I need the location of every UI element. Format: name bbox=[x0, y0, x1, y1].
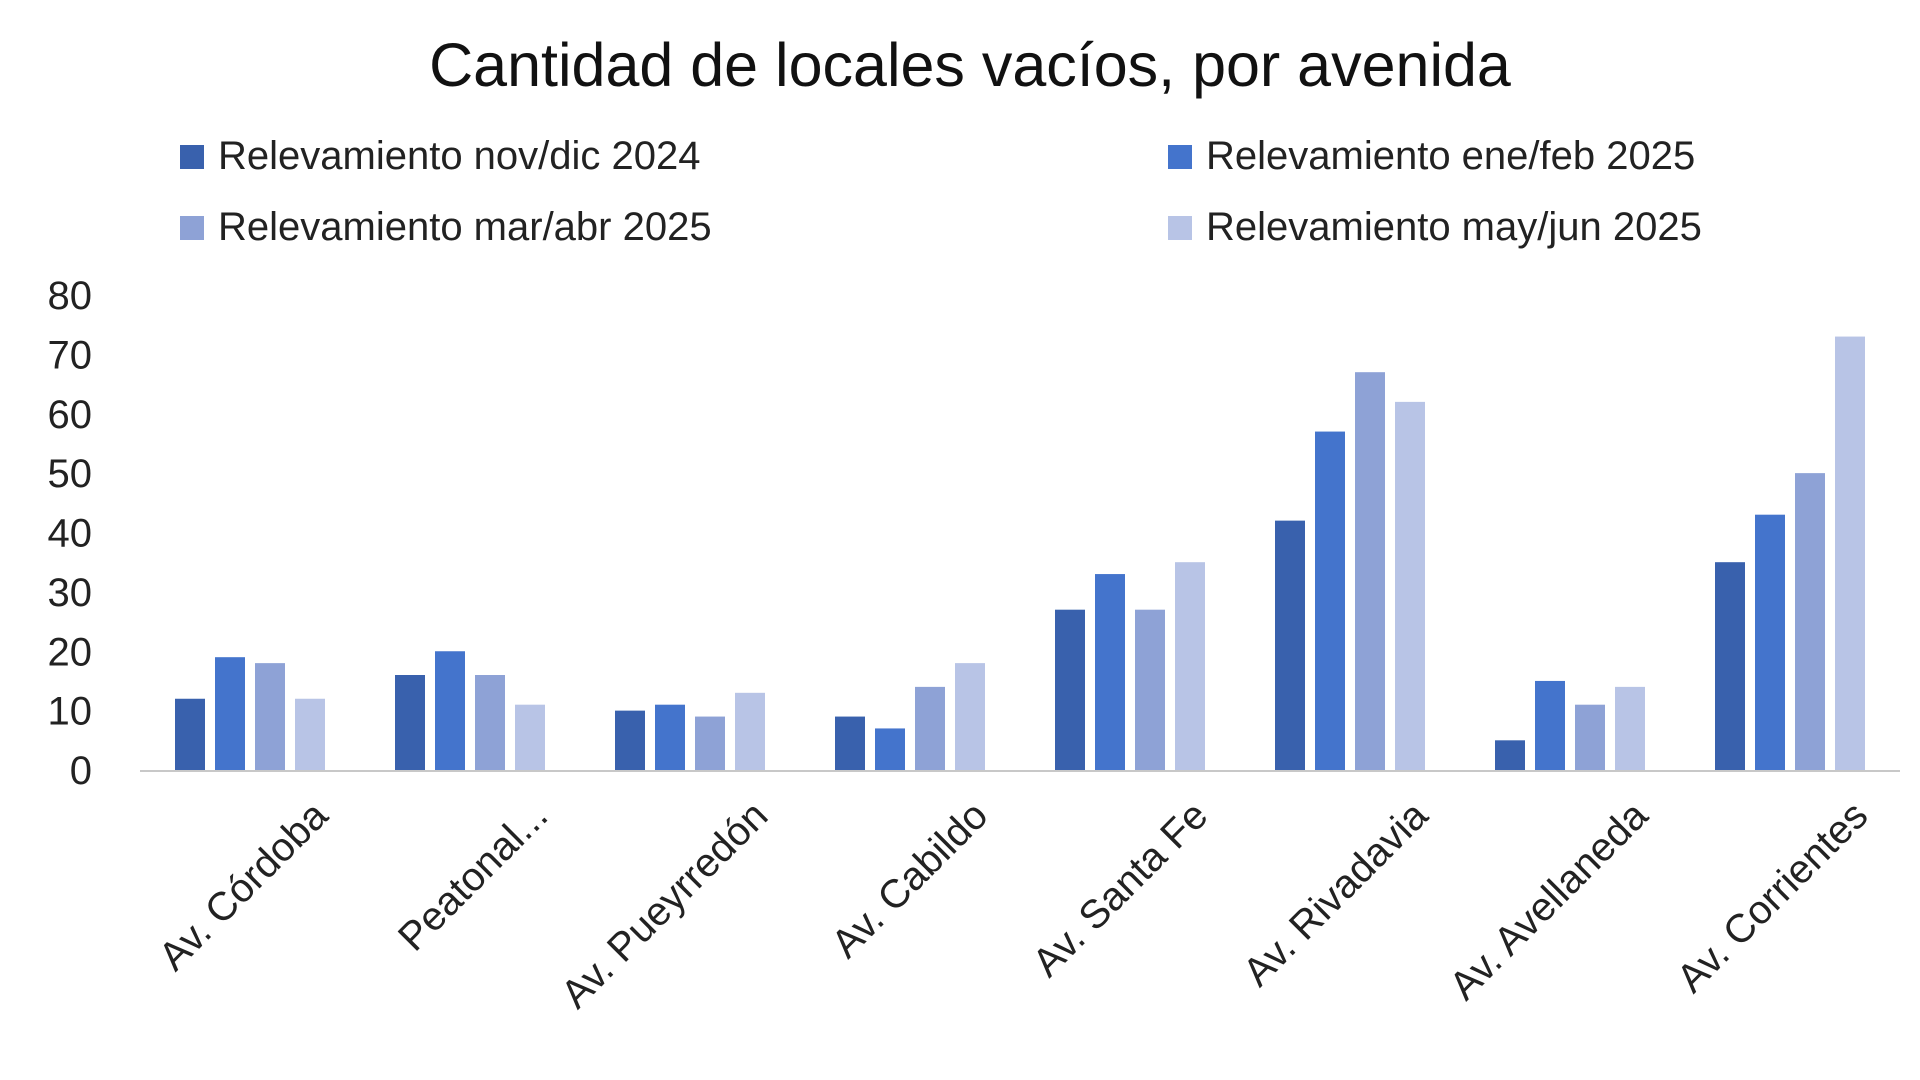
bar-4-3 bbox=[735, 692, 765, 770]
bar-4-8 bbox=[1835, 336, 1865, 770]
y-tick-label: 10 bbox=[48, 690, 93, 734]
y-tick-label: 20 bbox=[48, 630, 93, 674]
bar-1-6 bbox=[1275, 520, 1305, 770]
bar-1-1 bbox=[175, 698, 205, 770]
legend: Relevamiento nov/dic 2024 Relevamiento en… bbox=[180, 134, 1702, 249]
bar-1-8 bbox=[1715, 562, 1745, 770]
legend-label-1: Relevamiento nov/dic 2024 bbox=[218, 134, 701, 178]
x-tick-label: Av. Córdoba bbox=[151, 793, 337, 979]
bar-2-2 bbox=[435, 651, 465, 770]
x-tick-label: Av. Cabildo bbox=[823, 793, 996, 966]
bar-4-7 bbox=[1615, 686, 1645, 770]
chart-title: Cantidad de locales vacíos, por avenida bbox=[429, 31, 1511, 99]
bar-1-2 bbox=[395, 675, 425, 770]
x-tick-label: Av. Pueyrredón bbox=[553, 793, 776, 1016]
bar-3-3 bbox=[695, 716, 725, 770]
bar-2-8 bbox=[1755, 514, 1785, 770]
bar-2-4 bbox=[875, 728, 905, 770]
bar-4-2 bbox=[515, 704, 545, 770]
legend-swatch-4 bbox=[1168, 216, 1192, 240]
legend-swatch-1 bbox=[180, 145, 204, 169]
y-axis: 0 10 20 30 40 50 60 70 80 bbox=[48, 274, 93, 793]
x-tick-label: Av. Avellaneda bbox=[1441, 793, 1657, 1009]
bar-4-5 bbox=[1175, 562, 1205, 770]
y-tick-label: 30 bbox=[48, 571, 93, 615]
bar-3-1 bbox=[255, 663, 285, 770]
legend-swatch-3 bbox=[180, 216, 204, 240]
bar-2-7 bbox=[1535, 680, 1565, 770]
bar-3-6 bbox=[1355, 372, 1385, 770]
bar-2-3 bbox=[655, 704, 685, 770]
x-tick-label: Av. Rivadavia bbox=[1235, 793, 1437, 995]
y-tick-label: 80 bbox=[48, 274, 93, 318]
bar-3-7 bbox=[1575, 704, 1605, 770]
bar-2-6 bbox=[1315, 431, 1345, 770]
bar-4-4 bbox=[955, 663, 985, 770]
y-tick-label: 70 bbox=[48, 333, 93, 377]
bar-3-5 bbox=[1135, 609, 1165, 770]
bars bbox=[175, 336, 1865, 770]
y-tick-label: 60 bbox=[48, 393, 93, 437]
bar-4-6 bbox=[1395, 401, 1425, 770]
bar-1-5 bbox=[1055, 609, 1085, 770]
x-tick-label: Peatonal... bbox=[390, 793, 556, 959]
y-tick-label: 50 bbox=[48, 452, 93, 496]
bar-1-7 bbox=[1495, 740, 1525, 770]
legend-swatch-2 bbox=[1168, 145, 1192, 169]
bar-2-5 bbox=[1095, 574, 1125, 770]
x-tick-label: Av. Santa Fe bbox=[1024, 793, 1216, 985]
legend-label-3: Relevamiento mar/abr 2025 bbox=[218, 205, 712, 249]
bar-4-1 bbox=[295, 698, 325, 770]
bar-1-3 bbox=[615, 710, 645, 770]
bar-2-1 bbox=[215, 657, 245, 770]
legend-label-4: Relevamiento may/jun 2025 bbox=[1206, 205, 1702, 249]
bar-1-4 bbox=[835, 716, 865, 770]
bar-3-8 bbox=[1795, 473, 1825, 770]
bar-3-2 bbox=[475, 675, 505, 770]
legend-label-2: Relevamiento ene/feb 2025 bbox=[1206, 134, 1695, 178]
y-tick-label: 40 bbox=[48, 512, 93, 556]
y-tick-label: 0 bbox=[70, 749, 92, 793]
x-tick-label: Av. Corrientes bbox=[1669, 793, 1877, 1001]
x-axis: Av. Córdoba Peatonal...Av. Pueyrredón Av. … bbox=[151, 793, 1877, 1017]
bar-3-4 bbox=[915, 686, 945, 770]
